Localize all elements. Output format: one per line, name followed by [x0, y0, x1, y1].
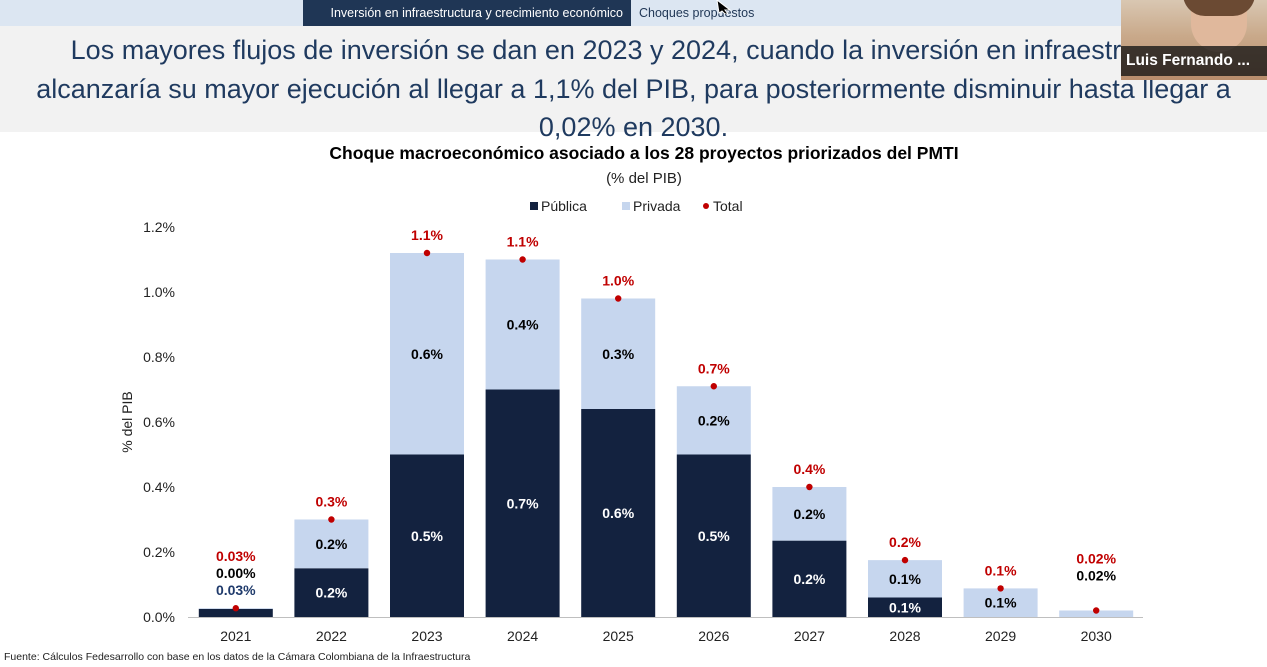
data-label-publica: 0.5% [698, 528, 730, 544]
total-label: 0.1% [985, 562, 1017, 578]
bar-privada [868, 560, 942, 598]
data-label-privada: 0.2% [793, 506, 825, 522]
bar-privada [772, 487, 847, 541]
chart-title: Choque macroeconómico asociado a los 28 … [329, 143, 958, 163]
total-label: 0.3% [315, 494, 347, 510]
data-label-privada: 0.02% [1076, 568, 1116, 584]
data-label-privada: 0.4% [507, 317, 539, 333]
bar-privada [294, 519, 369, 569]
mouse-cursor-icon [716, 0, 732, 14]
headline-line-3: 0,02% en 2030. [538, 112, 729, 142]
source-note: Fuente: Cálculos Fedesarrollo con base e… [4, 651, 471, 663]
total-point [710, 383, 717, 390]
slide-headline: Los mayores flujos de inversión se dan e… [0, 31, 1267, 147]
bar-publica [868, 597, 942, 617]
total-label: 1.0% [602, 273, 634, 289]
x-tick-label: 2027 [794, 628, 825, 644]
total-point [806, 483, 813, 491]
bar-publica [390, 454, 464, 617]
headline-line-2: alcanzaría su mayor ejecución al llegar … [36, 73, 1231, 104]
legend-label-1: Privada [633, 198, 681, 214]
legend-swatch-1 [622, 202, 630, 210]
data-label-privada: 0.2% [315, 536, 347, 552]
y-tick-label: 0.0% [143, 609, 175, 625]
bar-publica [581, 409, 656, 617]
total-point [615, 295, 622, 302]
bar-privada [390, 253, 464, 455]
total-point [997, 585, 1004, 592]
bar-privada [1059, 610, 1134, 617]
data-label-publica: 0.5% [411, 528, 443, 544]
data-label-privada: 0.1% [889, 571, 921, 587]
bar-privada [676, 386, 751, 455]
legend-swatch-2 [703, 203, 709, 209]
total-label: 0.4% [793, 461, 825, 477]
bar-privada [581, 298, 656, 409]
total-label: 0.02% [1076, 551, 1116, 567]
y-tick-label: 1.2% [143, 219, 175, 235]
x-tick-label: 2022 [316, 628, 347, 644]
data-label-publica: 0.03% [216, 582, 256, 598]
bar-publica [772, 540, 847, 617]
total-point [423, 249, 431, 257]
x-tick-label: 2025 [603, 628, 634, 644]
headline-band [0, 26, 1267, 132]
data-label-publica: 0.1% [889, 599, 921, 615]
total-label: 0.7% [698, 360, 730, 376]
participant-name-label: Luis Fernando ... [1121, 46, 1267, 76]
total-point [519, 256, 526, 263]
total-label: 0.03% [216, 548, 256, 564]
legend-label-2: Total [713, 198, 743, 214]
bar-privada [963, 588, 1038, 617]
bar-publica [676, 454, 751, 617]
data-label-privada: 0.1% [985, 595, 1017, 611]
y-tick-label: 0.8% [143, 349, 175, 365]
total-point [1093, 607, 1100, 614]
data-label-privada: 0.00% [216, 565, 256, 581]
tab-choques-propuestos[interactable]: Choques propuestos [631, 0, 1121, 26]
data-label-publica: 0.2% [315, 585, 347, 601]
x-tick-label: 2024 [507, 628, 538, 644]
data-label-privada: 0.3% [602, 346, 634, 362]
total-label: 1.1% [507, 234, 539, 250]
y-tick-label: 0.2% [143, 544, 175, 560]
x-tick-label: 2026 [698, 628, 729, 644]
x-tick-label: 2029 [985, 628, 1016, 644]
data-label-privada: 0.6% [411, 346, 443, 362]
total-point [232, 605, 239, 612]
tab-inversion-infraestructura[interactable]: Inversión en infraestructura y crecimien… [303, 0, 631, 26]
y-tick-label: 0.6% [143, 414, 175, 430]
slide-navigation-bar: Inversión en infraestructura y crecimien… [0, 0, 1267, 26]
legend-label-0: Pública [541, 198, 587, 214]
headline-line-1: Los mayores flujos de inversión se dan e… [70, 35, 1197, 65]
participant-video-hair [1183, 0, 1255, 16]
x-tick-label: 2021 [220, 628, 251, 644]
y-tick-label: 0.4% [143, 479, 175, 495]
data-label-privada: 0.2% [698, 412, 730, 428]
x-tick-label: 2023 [411, 628, 442, 644]
bar-publica [198, 608, 273, 617]
total-label: 0.2% [889, 534, 921, 550]
bar-privada [485, 259, 560, 390]
data-label-publica: 0.2% [793, 571, 825, 587]
legend-swatch-0 [530, 202, 538, 210]
bar-publica [294, 568, 369, 617]
x-tick-label: 2030 [1081, 628, 1112, 644]
total-label: 1.1% [411, 227, 443, 243]
total-point [901, 556, 909, 564]
y-tick-label: 1.0% [143, 284, 175, 300]
total-point [328, 516, 335, 523]
stacked-bar-chart: Choque macroeconómico asociado a los 28 … [119, 143, 1143, 644]
data-label-publica: 0.7% [507, 495, 539, 511]
x-tick-label: 2028 [889, 628, 920, 644]
chart-subtitle: (% del PIB) [606, 170, 682, 187]
webcam-video-tile[interactable]: Luis Fernando ... [1121, 0, 1267, 80]
y-axis-label: % del PIB [119, 391, 135, 452]
data-label-publica: 0.6% [602, 505, 634, 521]
bar-publica [485, 389, 560, 617]
